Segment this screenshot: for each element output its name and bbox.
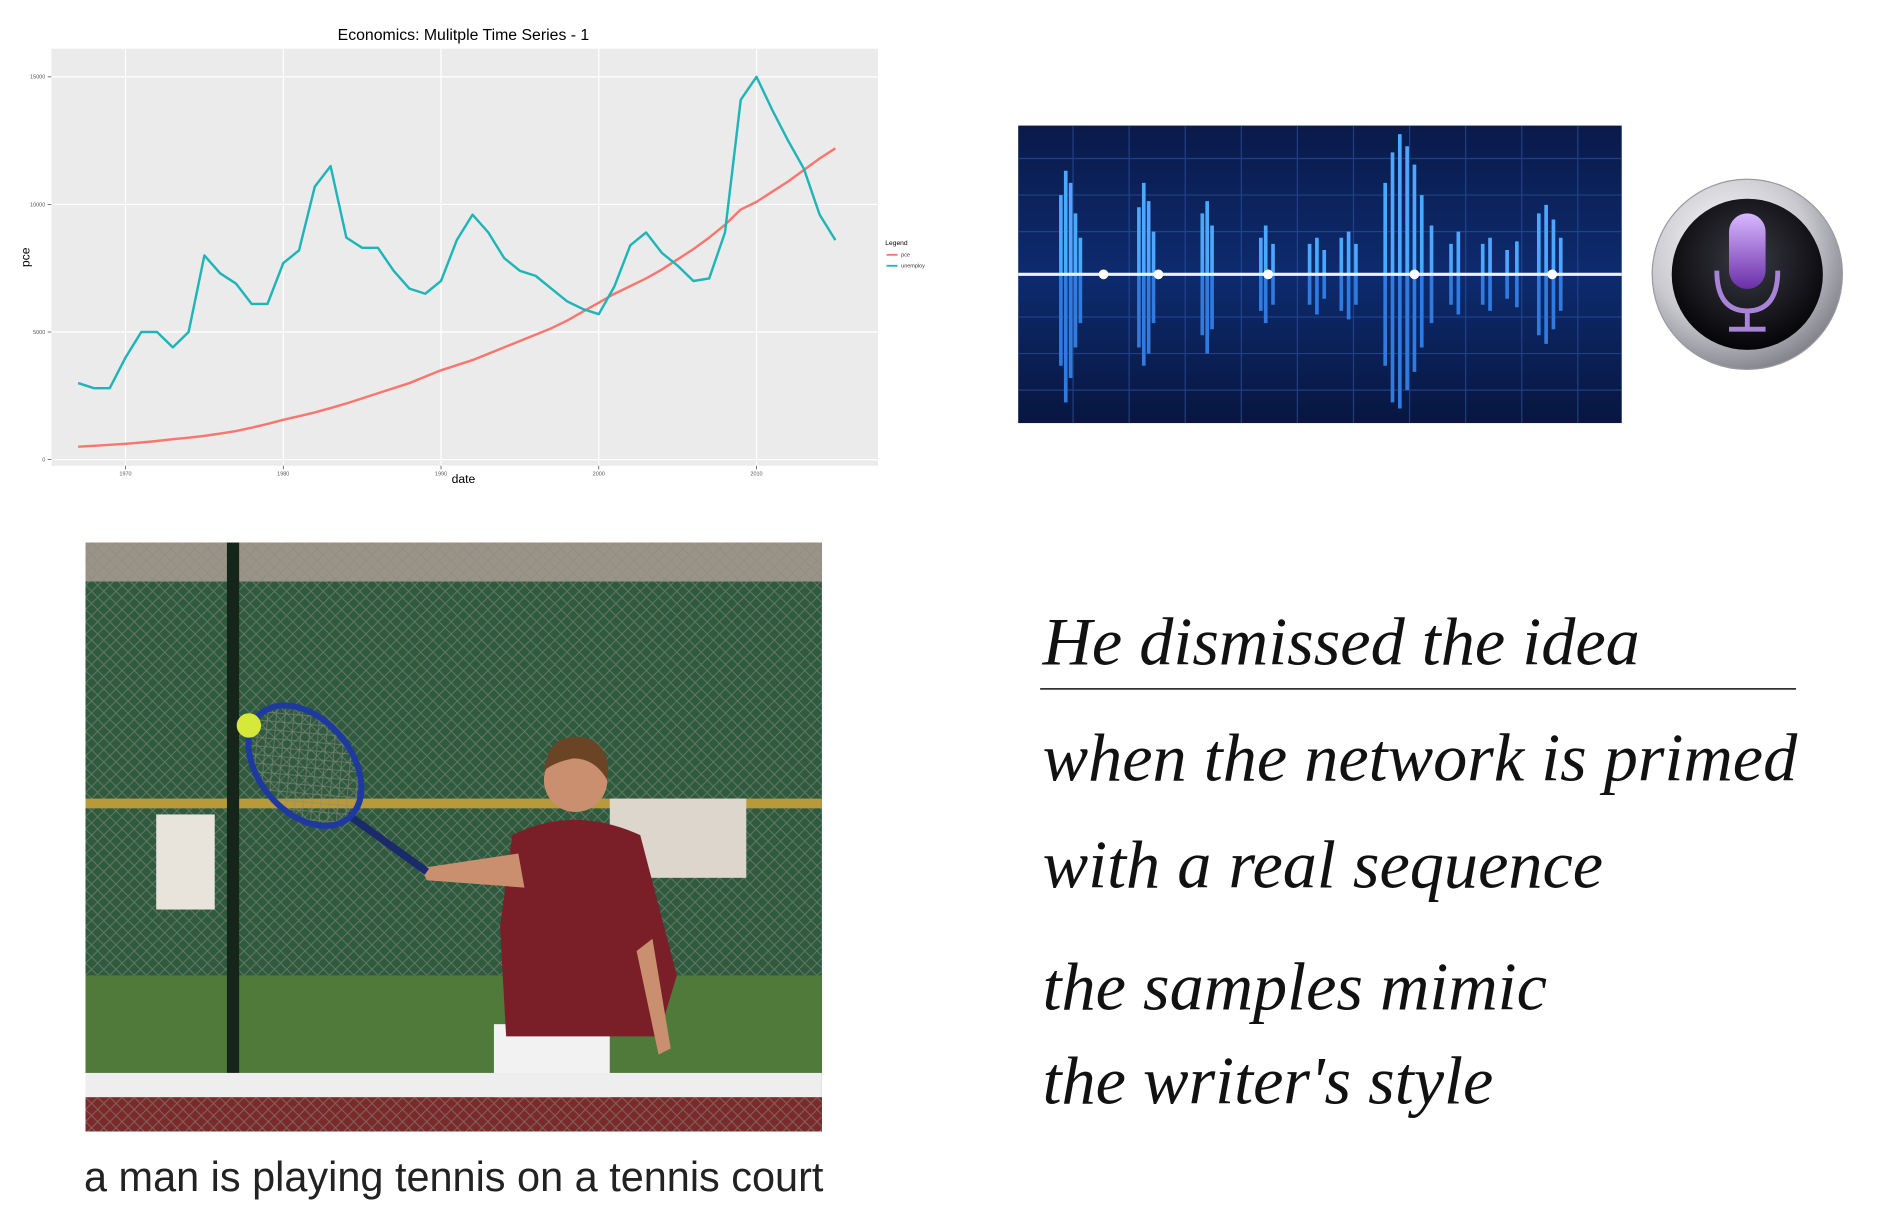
net-band	[85, 1072, 822, 1098]
handwriting-line: the writer's style	[1043, 1042, 1494, 1118]
legend-title: Legend	[885, 240, 908, 247]
glow	[1153, 269, 1164, 280]
x-axis-label: date	[452, 472, 476, 486]
legend: Legend pce unemploy	[885, 240, 925, 270]
waveform-glows	[1098, 269, 1558, 280]
series-lines	[77, 75, 837, 448]
image-caption: a man is playing tennis on a tennis cour…	[84, 1153, 824, 1200]
microphone-icon	[1651, 178, 1844, 371]
series-line	[78, 147, 837, 448]
chart-title: Economics: Mulitple Time Series - 1	[338, 27, 590, 44]
player-head	[543, 748, 608, 812]
waveform-upper	[1059, 134, 1563, 275]
x-tick-label: 1970	[119, 471, 131, 477]
x-tick-label: 2000	[593, 471, 605, 477]
x-tick-label: 1980	[277, 471, 289, 477]
legend-label: unemploy	[901, 264, 925, 270]
photo-chain-link	[85, 542, 822, 976]
y-tick-label: 0	[42, 457, 45, 463]
racket-head	[245, 702, 365, 829]
photo-fence-rail	[85, 798, 822, 809]
plot-panel	[51, 48, 878, 466]
handwriting-line: He dismissed the idea	[1042, 603, 1640, 679]
y-tick-label: 5000	[33, 330, 45, 336]
mic-stand	[1714, 270, 1781, 332]
player-hair	[543, 736, 609, 781]
x-tick-label: 1990	[435, 471, 447, 477]
player-arm	[636, 938, 671, 1055]
racket-handle	[345, 811, 430, 875]
player-arm	[420, 853, 525, 888]
y-tick-label: 10000	[30, 202, 45, 208]
photo-court	[85, 975, 822, 1073]
net-mesh	[85, 1097, 822, 1132]
waveform-image	[1018, 125, 1622, 424]
series-line	[77, 75, 837, 390]
y-tick-label: 15000	[30, 75, 45, 81]
glow	[1098, 269, 1109, 280]
line-chart: Economics: Mulitple Time Series - 1 date…	[18, 27, 925, 486]
handwriting-line: with a real sequence	[1043, 827, 1604, 903]
handwriting-line: when the network is primed	[1043, 719, 1798, 795]
glow	[1547, 269, 1558, 280]
glow	[1409, 269, 1420, 280]
x-tick-label: 2010	[750, 471, 762, 477]
y-axis-label: pce	[18, 247, 32, 267]
photo-sign	[156, 814, 215, 910]
legend-label: pce	[901, 253, 910, 259]
tennis-ball	[236, 713, 262, 738]
handwriting: He dismissed the idea when the network i…	[1040, 603, 1798, 1118]
mic-head	[1729, 213, 1766, 289]
handwriting-line: the samples mimic	[1043, 949, 1547, 1025]
photo-post	[226, 542, 240, 1080]
tennis-photo	[85, 542, 822, 1132]
glow	[1263, 269, 1274, 280]
player-shirt	[500, 819, 677, 1037]
waveform-lower	[1059, 274, 1563, 409]
